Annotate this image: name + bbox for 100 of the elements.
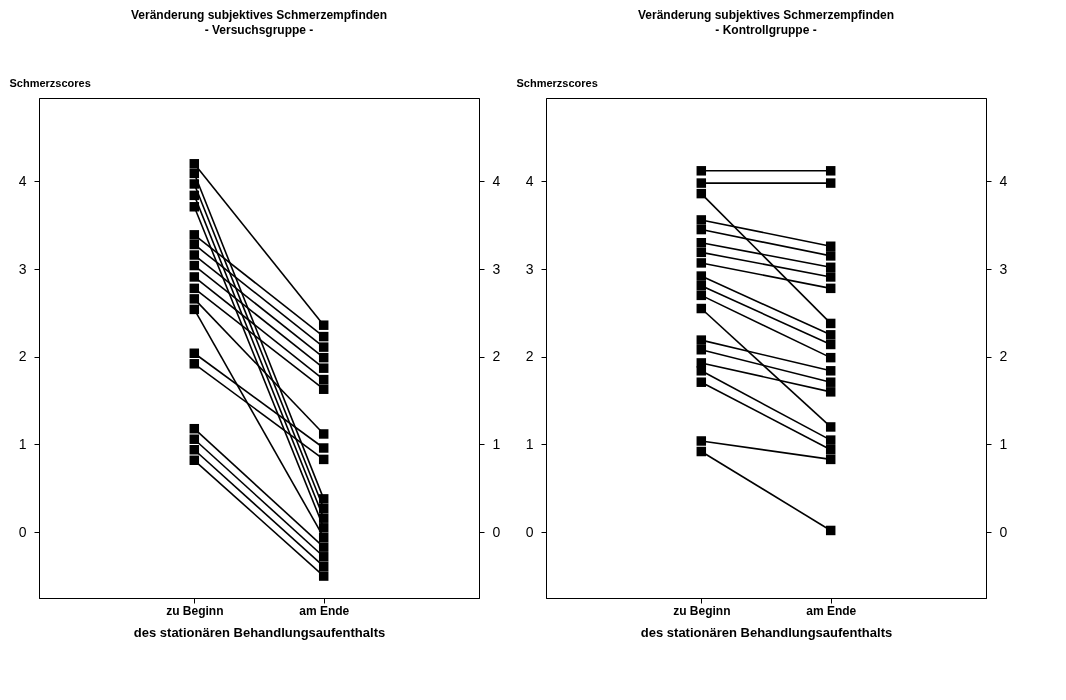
point [825, 435, 836, 445]
chart-subtitle: - Kontrollgruppe - [715, 23, 817, 37]
point [696, 215, 707, 225]
point [189, 283, 200, 294]
y2-tick-label: 2 [999, 348, 1008, 365]
point [318, 342, 329, 352]
point [318, 374, 329, 385]
point [189, 348, 200, 359]
point [696, 345, 707, 355]
y-tick-label: 1 [525, 435, 534, 452]
point [696, 303, 707, 314]
point [825, 387, 836, 397]
point [318, 571, 329, 581]
point [318, 552, 329, 562]
point [696, 335, 707, 345]
point [189, 179, 200, 189]
y2-tick-label: 3 [492, 260, 501, 277]
point [189, 423, 200, 434]
point [318, 443, 329, 453]
y-tick-label: 0 [18, 523, 27, 540]
point [318, 331, 329, 342]
y-tick-label: 2 [525, 348, 534, 365]
y2-tick-label: 1 [492, 435, 501, 452]
point [696, 178, 707, 188]
point [696, 258, 707, 268]
point [825, 283, 836, 294]
point [189, 190, 200, 201]
point [696, 446, 707, 457]
point [318, 523, 329, 533]
point [318, 542, 329, 552]
point [696, 271, 707, 281]
point [318, 320, 329, 330]
x-tick-label: am Ende [806, 603, 857, 618]
x-axis-title: des stationären Behandlungsaufenthalts [640, 624, 893, 640]
y2-tick-label: 0 [999, 523, 1008, 540]
point [189, 239, 200, 250]
point [189, 455, 200, 466]
chart-title: Veränderung subjektives Schmerzempfinden [130, 8, 388, 22]
y2-tick-label: 2 [492, 348, 501, 365]
point [318, 454, 329, 465]
point [825, 377, 836, 387]
point [318, 513, 329, 523]
point [696, 280, 707, 291]
x-tick-label: am Ende [299, 603, 350, 618]
point [825, 454, 836, 465]
point [318, 352, 329, 363]
x-axis-title: des stationären Behandlungsaufenthalts [133, 624, 386, 640]
point [696, 166, 707, 176]
point [189, 272, 200, 282]
point [318, 429, 329, 439]
point [318, 494, 329, 504]
y-axis-title: Schmerzscores [9, 76, 91, 89]
y2-tick-label: 3 [999, 260, 1008, 277]
x-tick-label: zu Beginn [166, 603, 224, 618]
point [825, 251, 836, 261]
point [318, 363, 329, 373]
y2-tick-label: 4 [999, 172, 1008, 189]
point [825, 262, 836, 273]
point [825, 330, 836, 340]
point [696, 237, 707, 248]
point [189, 445, 200, 455]
point [189, 168, 200, 179]
point [696, 377, 707, 387]
point [825, 272, 836, 282]
point [189, 260, 200, 271]
y-tick-label: 2 [18, 348, 27, 365]
point [696, 224, 707, 235]
y-tick-label: 3 [18, 260, 27, 277]
point [318, 532, 329, 543]
y-axis-title: Schmerzscores [516, 76, 598, 89]
point [696, 436, 707, 446]
point [189, 359, 200, 369]
point [825, 445, 836, 455]
y-tick-label: 0 [525, 523, 534, 540]
point [318, 561, 329, 572]
point [825, 318, 836, 329]
y-tick-label: 4 [525, 172, 534, 189]
point [825, 339, 836, 350]
chart-title: Veränderung subjektives Schmerzempfinden [637, 8, 895, 22]
point [825, 352, 836, 363]
point [189, 159, 200, 169]
y2-tick-label: 4 [492, 172, 501, 189]
y2-tick-label: 1 [999, 435, 1008, 452]
y-tick-label: 3 [525, 260, 534, 277]
point [189, 230, 200, 240]
point [189, 304, 200, 315]
point [696, 290, 707, 301]
point [189, 434, 200, 444]
point [696, 247, 707, 258]
point [189, 202, 200, 212]
y2-tick-label: 0 [492, 523, 501, 540]
chart-subtitle: - Versuchsgruppe - [204, 23, 314, 37]
point [825, 241, 836, 251]
y-tick-label: 4 [18, 172, 27, 189]
point [825, 178, 836, 188]
point [825, 166, 836, 176]
point [189, 294, 200, 304]
point [696, 188, 707, 199]
y-tick-label: 1 [18, 435, 27, 452]
point [825, 525, 836, 536]
